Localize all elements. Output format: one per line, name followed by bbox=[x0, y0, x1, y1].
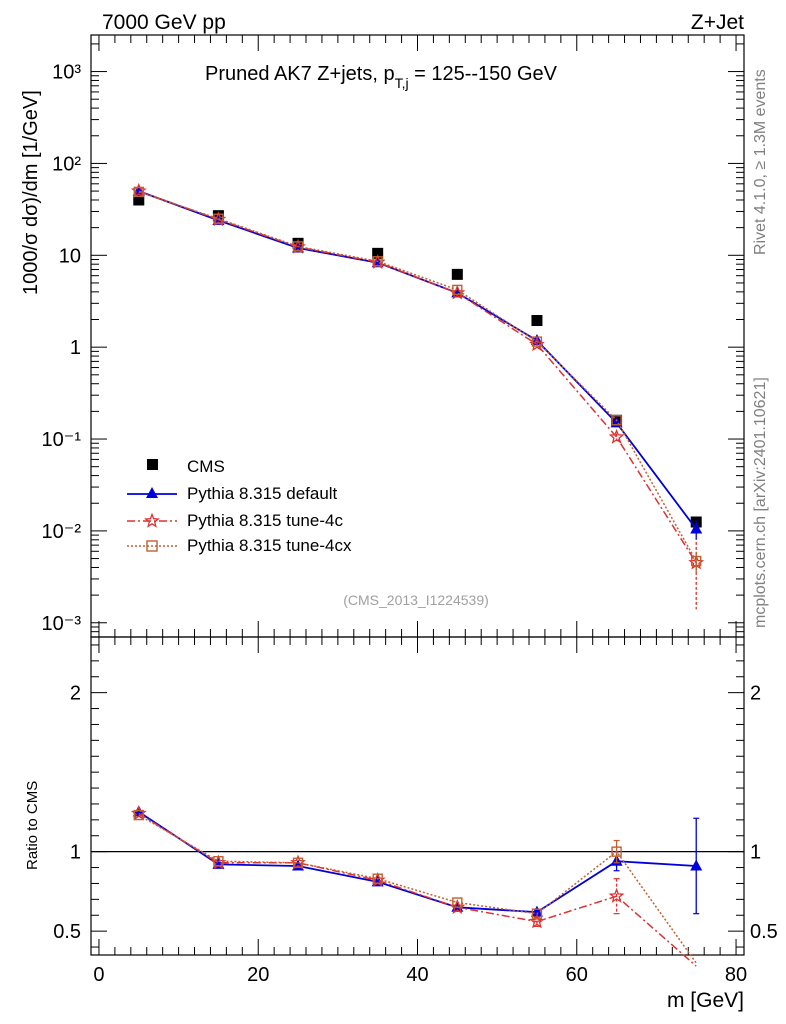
main-title-tail: = 125--150 GeV bbox=[409, 63, 558, 85]
main-line-pythia-8-315-tune-4c bbox=[138, 190, 697, 564]
ratio-y-tick-label-right: 1 bbox=[750, 842, 761, 864]
ratio-point-pythia-8-315-tune-4cx bbox=[531, 908, 543, 919]
x-tick-label: 60 bbox=[566, 964, 588, 986]
main-point-cms bbox=[372, 247, 384, 259]
legend-label-cms: CMS bbox=[187, 457, 225, 476]
legend-marker-cms bbox=[147, 459, 158, 470]
main-point-pythia-8-315-tune-4cx bbox=[691, 555, 702, 567]
main-title-text: Pruned AK7 Z+jets, p bbox=[205, 63, 395, 85]
main-y-tick-label: 10³ bbox=[52, 62, 81, 84]
main-line-pythia-8-315-default bbox=[138, 190, 697, 530]
x-tick-label: 80 bbox=[725, 964, 747, 986]
main-y-tick-label: 10² bbox=[52, 153, 81, 175]
main-point-pythia-8-315-tune-4cx bbox=[213, 213, 224, 224]
main-point-pythia-8-315-tune-4cx bbox=[372, 256, 383, 267]
legend-label-tune4c: Pythia 8.315 tune-4c bbox=[187, 511, 343, 530]
main-point-pythia-8-315-tune-4cx bbox=[531, 336, 543, 347]
x-tick-label: 0 bbox=[93, 964, 104, 986]
legend-star-shape bbox=[144, 512, 160, 528]
rivet-version-label: Rivet 4.1.0, ≥ 1.3M events bbox=[752, 69, 769, 255]
main-y-axis: 10⁻³ 10⁻² 10⁻¹ 1 10 10² 10³ bbox=[42, 43, 744, 638]
ratio-point-pythia-8-315-tune-4c bbox=[529, 913, 545, 929]
ratio-y-tick-label: 2 bbox=[70, 683, 81, 705]
ratio-y-tick-label: 1 bbox=[70, 842, 81, 864]
ratio-point-pythia-8-315-tune-4cx bbox=[611, 846, 622, 857]
ratio-series bbox=[130, 805, 703, 967]
ratio-y-tick-label-right: 2 bbox=[750, 683, 761, 705]
mcplots-source-label: mcplots.cern.ch [arXiv:2401.10621] bbox=[752, 377, 769, 628]
main-point-pythia-8-315-tune-4cx bbox=[452, 284, 463, 296]
analysis-watermark: (CMS_2013_I1224539) bbox=[343, 592, 489, 608]
main-panel: 10⁻³ 10⁻² 10⁻¹ 1 10 10² 10³ Pruned AK7 Z+jets,… bbox=[20, 34, 745, 638]
main-point-cms bbox=[133, 194, 145, 206]
main-line-pythia-8-315-tune-4cx bbox=[138, 191, 697, 562]
ratio-line-pythia-8-315-tune-4cx bbox=[138, 814, 697, 964]
x-tick-label: 20 bbox=[247, 964, 269, 986]
main-y-tick-label: 1 bbox=[70, 337, 81, 359]
ratio-y-tick-label-right: 0.5 bbox=[750, 921, 778, 943]
process-label: Z+Jet bbox=[691, 11, 744, 34]
energy-label: 7000 GeV pp bbox=[102, 11, 226, 34]
main-point-pythia-8-315-tune-4cx bbox=[292, 241, 304, 252]
main-y-axis-label: 1000/σ dσ)/dm [1/GeV] bbox=[20, 90, 42, 295]
ratio-panel: 0 20 40 60 800.5 0.51 12 2 Ratio to CMS m [GeV] bbox=[24, 636, 778, 1012]
ratio-point-pythia-8-315-tune-4cx bbox=[213, 855, 224, 867]
main-title: Pruned AK7 Z+jets, pT,j = 125--150 GeV bbox=[205, 63, 558, 91]
main-y-tick-label: 10 bbox=[59, 245, 81, 267]
x-tick-label: 40 bbox=[406, 964, 428, 986]
legend-label-default: Pythia 8.315 default bbox=[187, 484, 338, 503]
main-series bbox=[130, 182, 705, 610]
main-y-tick-label: 10⁻² bbox=[42, 521, 82, 543]
ratio-point-pythia-8-315-tune-4cx bbox=[133, 809, 144, 821]
ratio-point-pythia-8-315-tune-4c bbox=[608, 887, 625, 903]
main-point-cms bbox=[451, 268, 463, 280]
ratio-panel-frame bbox=[90, 636, 745, 956]
main-point-cms bbox=[531, 315, 543, 327]
main-point-pythia-8-315-tune-4c bbox=[608, 428, 625, 444]
main-y-tick-label: 10⁻¹ bbox=[42, 429, 82, 451]
legend-marker-tune4cx bbox=[146, 540, 158, 552]
main-x-ticks bbox=[98, 35, 737, 637]
ratio-y-axis-label: Ratio to CMS bbox=[24, 781, 41, 870]
ratio-point-pythia-8-315-default bbox=[690, 859, 703, 871]
main-y-tick-label: 10⁻³ bbox=[42, 613, 82, 635]
legend-marker-default bbox=[146, 487, 158, 498]
ratio-point-pythia-8-315-tune-4cx bbox=[452, 897, 463, 908]
x-axis-label: m [GeV] bbox=[667, 989, 744, 1012]
main-title-subscript: T,j bbox=[395, 75, 409, 91]
legend: CMS Pythia 8.315 default Pythia 8.315 tu… bbox=[127, 457, 352, 555]
main-point-pythia-8-315-tune-4cx bbox=[133, 186, 144, 198]
ratio-line-pythia-8-315-default bbox=[138, 811, 697, 914]
ratio-axes: 0 20 40 60 800.5 0.51 12 2 bbox=[53, 637, 778, 986]
ratio-point-pythia-8-315-tune-4cx bbox=[292, 857, 304, 868]
legend-label-tune4cx: Pythia 8.315 tune-4cx bbox=[187, 536, 352, 555]
ratio-y-tick-label: 0.5 bbox=[53, 921, 81, 943]
ratio-point-pythia-8-315-tune-4cx bbox=[372, 873, 383, 884]
main-point-pythia-8-315-default bbox=[690, 522, 703, 534]
main-point-pythia-8-315-tune-4cx bbox=[611, 415, 622, 426]
legend-marker-tune4c bbox=[144, 512, 160, 528]
